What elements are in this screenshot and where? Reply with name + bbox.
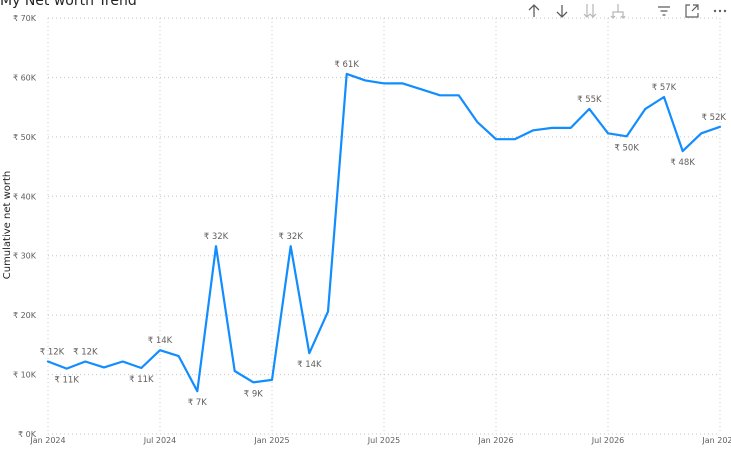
filter-icon[interactable]	[655, 2, 673, 20]
chart-title: My Net worth Trend	[0, 0, 137, 9]
y-tick-label: ₹ 20K	[13, 311, 37, 320]
y-tick-label: ₹ 30K	[13, 252, 37, 261]
data-point[interactable]	[232, 368, 238, 374]
data-point[interactable]	[45, 358, 51, 364]
data-label: ₹ 11K	[129, 375, 154, 385]
data-point[interactable]	[362, 77, 368, 83]
x-tick-label: Jan 2025	[253, 436, 289, 445]
data-label: ₹ 50K	[614, 143, 639, 153]
data-point[interactable]	[64, 366, 70, 372]
data-label: ₹ 52K	[702, 113, 727, 123]
data-point[interactable]	[325, 309, 331, 315]
x-tick-label: Jul 2025	[367, 436, 401, 445]
data-point[interactable]	[717, 124, 723, 130]
series-line[interactable]	[46, 72, 722, 393]
y-tick-label: ₹ 10K	[13, 371, 37, 380]
data-point[interactable]	[381, 80, 387, 86]
data-point[interactable]	[418, 86, 424, 92]
drill-up-icon[interactable]	[525, 2, 543, 20]
data-label: ₹ 55K	[577, 95, 602, 105]
data-point[interactable]	[213, 243, 219, 249]
y-axis: ₹ 0K ₹ 10K ₹ 20K ₹ 30K ₹ 40K ₹ 50K ₹ 60K ₹ 70K	[13, 14, 37, 439]
expand-next-level-icon[interactable]	[609, 2, 627, 20]
y-tick-label: ₹ 50K	[13, 133, 37, 142]
data-point[interactable]	[549, 125, 555, 131]
x-tick-label: Jul 2026	[591, 436, 625, 445]
data-point[interactable]	[120, 358, 126, 364]
data-point[interactable]	[568, 125, 574, 131]
data-label: ₹ 61K	[334, 60, 359, 70]
data-label: ₹ 32K	[204, 232, 229, 242]
data-point[interactable]	[194, 388, 200, 394]
x-tick-label: Jan 2027	[701, 436, 731, 445]
y-tick-label: ₹ 70K	[13, 14, 37, 23]
data-point[interactable]	[624, 133, 630, 139]
gridlines	[47, 17, 721, 435]
data-point[interactable]	[698, 130, 704, 136]
data-point[interactable]	[250, 379, 256, 385]
data-point[interactable]	[605, 130, 611, 136]
data-label: ₹ 32K	[278, 232, 303, 242]
data-point[interactable]	[642, 106, 648, 112]
data-label: ₹ 12K	[73, 347, 98, 357]
data-point[interactable]	[400, 80, 406, 86]
data-point[interactable]	[176, 353, 182, 359]
data-point[interactable]	[138, 365, 144, 371]
expand-all-down-icon[interactable]	[581, 2, 599, 20]
data-label: ₹ 9K	[244, 389, 264, 399]
data-point[interactable]	[82, 358, 88, 364]
x-axis: Jan 2024 Jul 2024 Jan 2025 Jul 2025 Jan 2026…	[29, 436, 731, 445]
focus-mode-icon[interactable]	[683, 2, 701, 20]
y-tick-label: ₹ 40K	[13, 192, 37, 201]
visual-header-toolbar	[525, 1, 729, 21]
x-tick-label: Jul 2024	[143, 436, 177, 445]
data-point[interactable]	[306, 350, 312, 356]
data-label: ₹ 14K	[297, 360, 322, 370]
series	[45, 71, 723, 394]
data-point[interactable]	[661, 94, 667, 100]
y-tick-label: ₹ 60K	[13, 73, 37, 82]
data-point[interactable]	[157, 347, 163, 353]
data-label: ₹ 14K	[148, 336, 173, 346]
data-label: ₹ 48K	[670, 158, 695, 168]
data-label: ₹ 7K	[188, 398, 208, 408]
x-tick-label: Jan 2024	[29, 436, 65, 445]
y-axis-title: Cumulative net worth	[2, 171, 13, 280]
x-tick-label: Jan 2026	[477, 436, 513, 445]
data-point[interactable]	[530, 127, 536, 133]
data-point[interactable]	[288, 243, 294, 249]
data-point[interactable]	[344, 71, 350, 77]
data-point[interactable]	[586, 106, 592, 112]
data-point[interactable]	[512, 136, 518, 142]
data-label: ₹ 57K	[652, 83, 677, 93]
data-point[interactable]	[493, 136, 499, 142]
data-label: ₹ 12K	[40, 347, 65, 357]
data-label: ₹ 11K	[54, 376, 79, 386]
data-point[interactable]	[456, 92, 462, 98]
data-point[interactable]	[680, 148, 686, 154]
data-point[interactable]	[437, 92, 443, 98]
data-labels: ₹ 12K ₹ 11K ₹ 12K ₹ 11K ₹ 14K ₹ 7K ₹ 32K ₹ 9K ₹ …	[40, 60, 727, 408]
y-tick-label: ₹ 0K	[18, 430, 37, 439]
drill-down-icon[interactable]	[553, 2, 571, 20]
data-point[interactable]	[474, 119, 480, 125]
more-options-icon[interactable]	[711, 2, 729, 20]
data-point[interactable]	[101, 364, 107, 370]
data-point[interactable]	[269, 377, 275, 383]
